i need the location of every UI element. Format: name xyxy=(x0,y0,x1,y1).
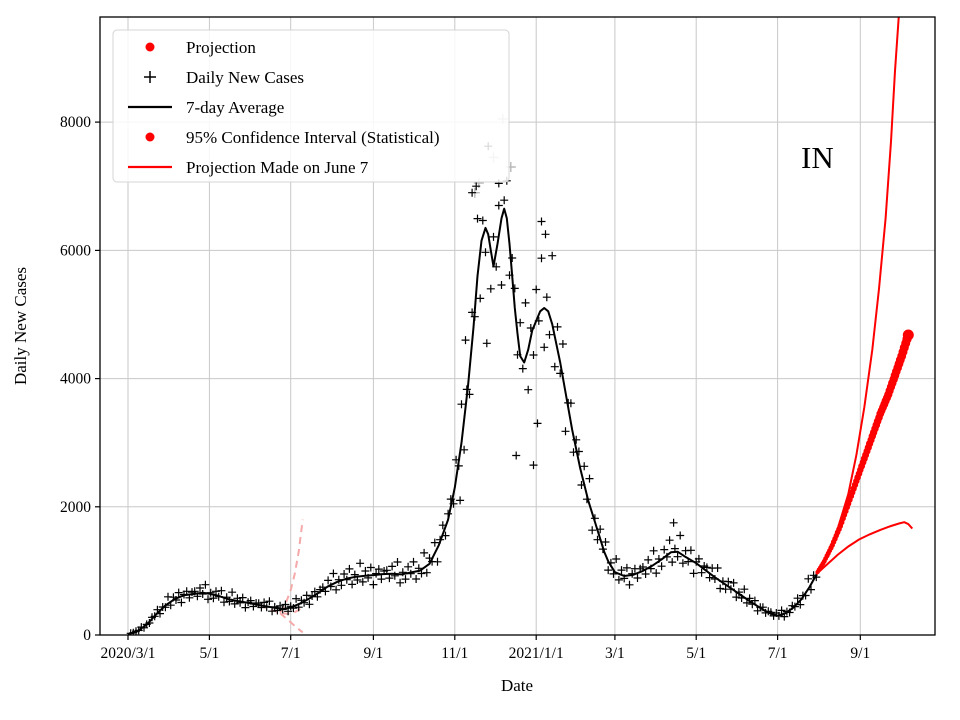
y-axis-label: Daily New Cases xyxy=(11,267,30,385)
projection-end-dot xyxy=(902,329,914,341)
confidence-interval-upper-line xyxy=(815,17,900,575)
legend-label-projection: Projection xyxy=(186,38,256,57)
june7-projection-dashed-line xyxy=(279,612,304,634)
x-tick-label: 9/1 xyxy=(850,645,870,662)
x-tick-label: 9/1 xyxy=(363,645,383,662)
legend-marker-confidence-dot xyxy=(145,132,155,142)
seven-day-average-line xyxy=(127,207,820,635)
legend-label-june7-projection: Projection Made on June 7 xyxy=(186,158,369,177)
x-tick-label: 5/1 xyxy=(199,645,219,662)
x-axis-label: Date xyxy=(501,676,533,695)
y-tick-label: 2000 xyxy=(60,499,91,516)
axis-ticks: 2020/3/1 5/1 7/1 9/1 11/1 2021/1/1 3/1 5/1 7/1 9/… xyxy=(60,114,870,662)
legend: Projection Daily New Cases 7-day Average… xyxy=(112,29,510,183)
x-tick-label: 7/1 xyxy=(281,645,301,662)
legend-box xyxy=(112,29,510,183)
confidence-interval-lower-line xyxy=(815,521,914,575)
y-tick-label: 4000 xyxy=(60,371,91,388)
legend-label-7day-average: 7-day Average xyxy=(186,98,284,117)
x-tick-label: 3/1 xyxy=(605,645,625,662)
plot-border xyxy=(99,16,936,636)
x-tick-label: 5/1 xyxy=(686,645,706,662)
daily-new-cases-plus-markers xyxy=(126,142,821,635)
x-tick-label: 7/1 xyxy=(768,645,788,662)
y-tick-label: 0 xyxy=(83,627,91,644)
legend-label-daily-cases: Daily New Cases xyxy=(186,68,304,87)
legend-marker-daily-plus xyxy=(144,71,156,83)
legend-label-confidence-interval: 95% Confidence Interval (Statistical) xyxy=(186,128,440,147)
june7-projection-dashed-line xyxy=(259,604,304,615)
y-tick-label: 8000 xyxy=(60,114,91,131)
x-tick-label: 2021/1/1 xyxy=(509,645,564,662)
y-tick-label: 6000 xyxy=(60,242,91,259)
series-layer xyxy=(126,17,914,635)
x-tick-label: 2020/3/1 xyxy=(100,645,155,662)
x-tick-label: 11/1 xyxy=(441,645,468,662)
legend-marker-projection-dot xyxy=(145,42,155,52)
region-annotation: IN xyxy=(801,140,834,175)
